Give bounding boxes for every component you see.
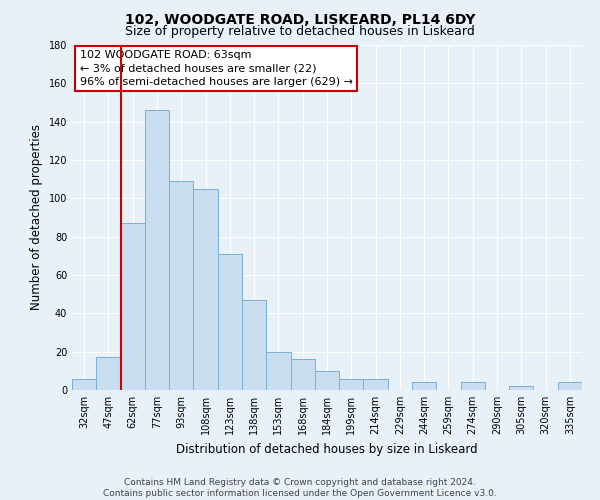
- Text: Size of property relative to detached houses in Liskeard: Size of property relative to detached ho…: [125, 25, 475, 38]
- Bar: [193, 188, 218, 390]
- Bar: [145, 110, 169, 390]
- Bar: [558, 382, 582, 390]
- Text: Contains HM Land Registry data © Crown copyright and database right 2024.
Contai: Contains HM Land Registry data © Crown c…: [103, 478, 497, 498]
- Bar: [96, 358, 121, 390]
- Bar: [364, 378, 388, 390]
- Text: 102 WOODGATE ROAD: 63sqm
← 3% of detached houses are smaller (22)
96% of semi-de: 102 WOODGATE ROAD: 63sqm ← 3% of detache…: [80, 50, 353, 86]
- Bar: [509, 386, 533, 390]
- Bar: [412, 382, 436, 390]
- Bar: [315, 371, 339, 390]
- Y-axis label: Number of detached properties: Number of detached properties: [30, 124, 43, 310]
- Bar: [266, 352, 290, 390]
- Bar: [461, 382, 485, 390]
- Bar: [290, 360, 315, 390]
- Bar: [242, 300, 266, 390]
- Bar: [72, 378, 96, 390]
- Bar: [169, 181, 193, 390]
- Bar: [218, 254, 242, 390]
- Text: 102, WOODGATE ROAD, LISKEARD, PL14 6DY: 102, WOODGATE ROAD, LISKEARD, PL14 6DY: [125, 12, 475, 26]
- Bar: [339, 378, 364, 390]
- X-axis label: Distribution of detached houses by size in Liskeard: Distribution of detached houses by size …: [176, 442, 478, 456]
- Bar: [121, 223, 145, 390]
